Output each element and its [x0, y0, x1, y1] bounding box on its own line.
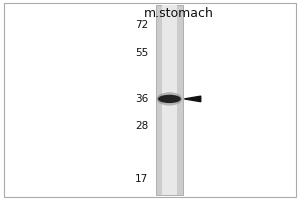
Ellipse shape: [157, 92, 182, 106]
Text: 55: 55: [135, 48, 148, 58]
Text: 72: 72: [135, 20, 148, 30]
Text: m.stomach: m.stomach: [143, 7, 213, 20]
Text: 36: 36: [135, 94, 148, 104]
Bar: [162, 5, 177, 195]
Polygon shape: [184, 96, 201, 102]
Bar: [156, 5, 183, 195]
Text: 28: 28: [135, 121, 148, 131]
Text: 17: 17: [135, 174, 148, 184]
Ellipse shape: [158, 95, 181, 103]
